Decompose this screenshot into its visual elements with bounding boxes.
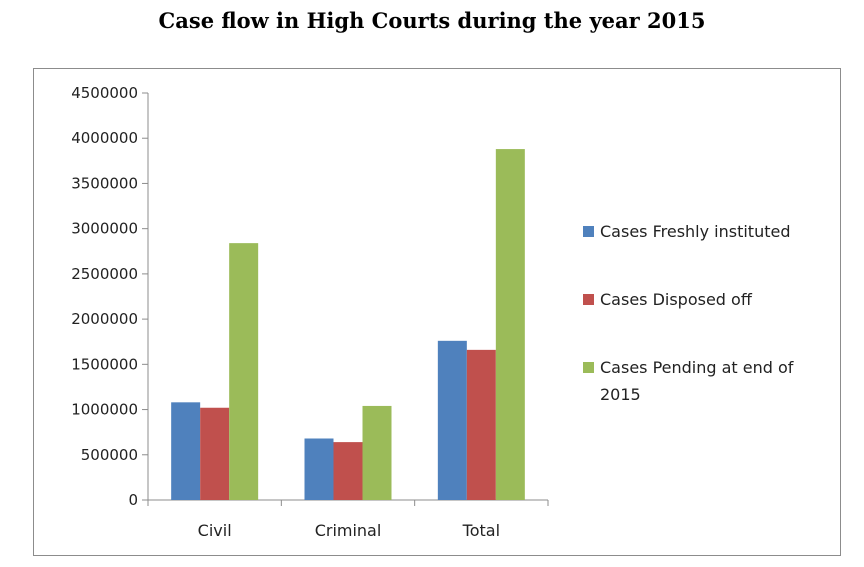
legend-item-freshly-instituted: Cases Freshly instituted (583, 218, 832, 245)
bar-criminal-series-2 (362, 405, 392, 500)
bar-civil-series-0 (171, 402, 201, 500)
y-tick-label: 2000000 (71, 310, 138, 328)
y-tick-label: 4000000 (71, 129, 138, 147)
y-tick-label: 0 (128, 491, 138, 509)
legend-label-freshly-instituted: Cases Freshly instituted (600, 222, 791, 241)
bar-criminal-series-1 (333, 442, 363, 500)
legend-item-pending: Cases Pending at end of 2015 (583, 354, 832, 408)
bar-total-series-1 (466, 349, 496, 500)
legend-swatch-disposed-off (583, 294, 594, 305)
x-tick-label: Total (462, 521, 500, 540)
bar-criminal-series-0 (304, 438, 334, 500)
y-tick-label: 1000000 (71, 401, 138, 419)
y-tick-label: 500000 (81, 446, 138, 464)
legend-swatch-pending (583, 362, 594, 373)
x-tick-label: Civil (198, 521, 232, 540)
legend-label-disposed-off: Cases Disposed off (600, 290, 752, 309)
bar-civil-series-2 (229, 243, 259, 501)
chart-frame (33, 68, 841, 556)
y-tick-label: 3000000 (71, 220, 138, 238)
legend-swatch-freshly-instituted (583, 226, 594, 237)
chart-title: Case flow in High Courts during the year… (158, 8, 706, 33)
legend-label-pending: Cases Pending at end of 2015 (600, 358, 794, 404)
y-tick-label: 2500000 (71, 265, 138, 283)
y-tick-label: 3500000 (71, 174, 138, 192)
y-tick-label: 1500000 (71, 355, 138, 373)
bar-civil-series-1 (200, 407, 230, 500)
legend-item-disposed-off: Cases Disposed off (583, 286, 832, 313)
bar-total-series-2 (495, 149, 525, 500)
bar-total-series-0 (437, 340, 467, 500)
y-tick-label: 4500000 (71, 84, 138, 102)
x-tick-label: Criminal (315, 521, 382, 540)
